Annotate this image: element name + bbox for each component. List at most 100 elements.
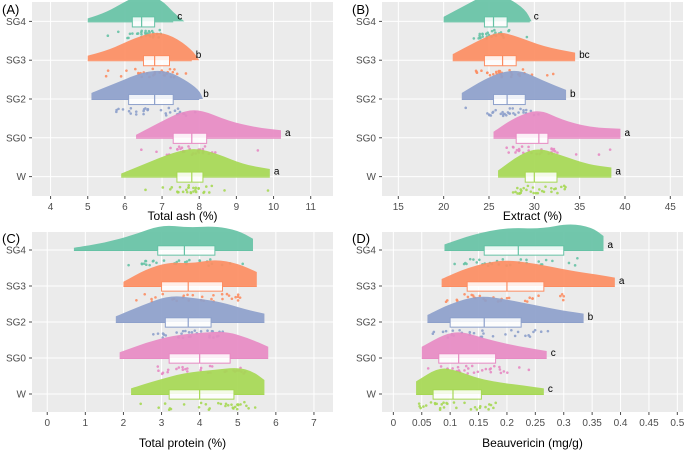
data-point	[135, 298, 138, 302]
data-point	[442, 401, 445, 404]
data-point	[527, 368, 531, 372]
data-point	[506, 371, 509, 374]
y-tick-label: W	[367, 172, 377, 183]
data-point	[424, 404, 428, 407]
x-tick-label: 4	[197, 418, 203, 429]
data-point	[154, 296, 157, 299]
data-point	[511, 191, 515, 194]
data-point	[597, 153, 601, 156]
data-point	[499, 371, 503, 375]
data-point	[256, 149, 260, 152]
data-point	[481, 32, 484, 36]
data-point	[494, 31, 497, 34]
data-point	[177, 145, 181, 149]
data-point	[608, 148, 612, 151]
x-tick-label: 0.25	[526, 418, 546, 429]
data-point	[538, 188, 541, 191]
density-cloud	[493, 111, 621, 138]
data-point	[253, 406, 257, 409]
data-point	[551, 72, 555, 76]
data-point	[197, 187, 200, 190]
data-point	[552, 147, 556, 151]
data-point	[152, 259, 155, 263]
data-point	[194, 186, 198, 190]
density-cloud	[121, 149, 270, 177]
data-point	[453, 262, 456, 266]
data-point	[148, 263, 151, 267]
data-point	[226, 404, 230, 407]
data-point	[207, 408, 211, 411]
x-axis-title: Extract (%)	[503, 209, 562, 223]
data-point	[225, 292, 229, 296]
box-iqr	[483, 16, 508, 28]
panel-label: (A)	[2, 2, 19, 17]
data-point	[176, 107, 180, 110]
data-point	[417, 402, 421, 405]
data-point	[161, 371, 165, 375]
data-point	[221, 297, 224, 301]
data-point	[492, 406, 495, 410]
data-point	[488, 113, 491, 117]
data-point	[507, 29, 510, 33]
data-point	[567, 261, 571, 265]
density-cloud	[443, 0, 532, 22]
significance-letter: b	[588, 312, 594, 323]
data-point	[525, 258, 528, 262]
data-point	[146, 108, 149, 112]
data-point	[441, 330, 445, 334]
data-point	[521, 68, 525, 71]
x-tick-label: 4	[48, 202, 54, 213]
data-point	[147, 29, 151, 33]
density-cloud	[416, 368, 544, 394]
data-point	[194, 188, 197, 192]
box-iqr	[172, 132, 208, 144]
data-point	[556, 151, 559, 154]
data-point	[119, 75, 123, 78]
data-point	[526, 184, 530, 188]
data-point	[129, 106, 133, 110]
data-point	[439, 365, 443, 368]
data-point	[518, 191, 522, 195]
data-point	[116, 30, 120, 34]
data-point	[468, 257, 472, 261]
data-point	[179, 147, 182, 151]
data-point	[176, 190, 180, 194]
data-point	[175, 331, 178, 334]
data-point	[522, 109, 525, 112]
box-iqr	[131, 16, 156, 28]
data-point	[178, 185, 182, 189]
data-point	[502, 370, 506, 373]
panel-a: 4 5 6 7 8 9 10 11 SG4 SG3 SG2 SG0 W (A) Total ash (%) c…	[2, 0, 333, 223]
data-point	[529, 190, 533, 193]
data-point	[503, 112, 506, 116]
panel-b: 15 20 25 30 35 40 45 SG4 SG3 SG2 SG0 W (B) Extract (%…	[352, 0, 683, 223]
data-point	[470, 364, 474, 368]
data-point	[202, 190, 206, 194]
data-point	[508, 107, 512, 110]
data-point	[162, 259, 166, 262]
data-point	[451, 329, 455, 332]
data-point	[163, 402, 167, 405]
data-point	[187, 145, 190, 148]
data-point	[192, 186, 195, 190]
data-point	[193, 329, 197, 332]
density-cloud	[123, 260, 257, 286]
data-point	[532, 330, 535, 334]
data-point	[161, 186, 165, 189]
data-point	[455, 406, 458, 410]
data-point	[212, 293, 215, 297]
data-point	[464, 106, 468, 110]
density-cloud	[498, 149, 612, 177]
data-point	[224, 402, 228, 406]
data-point	[419, 406, 422, 410]
data-point	[515, 148, 519, 152]
data-point	[484, 32, 488, 36]
x-axis-title: Total protein (%)	[139, 436, 226, 450]
data-point	[184, 72, 188, 75]
x-tick-label: 3	[159, 418, 165, 429]
data-point	[476, 370, 480, 374]
significance-letter: a	[274, 167, 280, 178]
data-point	[507, 151, 510, 154]
data-point	[440, 403, 444, 406]
data-point	[104, 74, 108, 78]
